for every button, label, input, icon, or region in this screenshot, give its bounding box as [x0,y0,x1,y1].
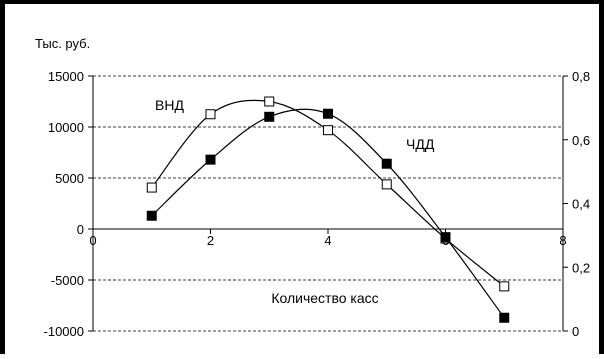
y-tick-label-left: -10000 [44,324,84,339]
chdd-point-marker [205,154,216,165]
series [146,96,510,323]
chart-svg: Тыс. руб. -10000 -5000 0 5000 10000 15000 0 0,2… [35,36,591,339]
y-tick-label-right: 0,4 [572,197,590,212]
chdd-point-marker [264,111,275,122]
y-tick-label-left: 5000 [55,171,84,186]
vnd-point-marker [323,125,333,136]
chdd-point-marker [381,158,392,169]
y-tick-label-left: 15000 [48,69,84,84]
y-tick-label-right: 0,6 [572,133,590,148]
y-tick-label-left: 0 [77,222,84,237]
y-tick-label-left: -5000 [51,273,84,288]
vnd-point-marker [499,281,510,292]
chdd-point-marker [499,312,510,323]
y-tick-label-right: 0,2 [572,260,590,275]
vnd-point-marker [146,182,157,193]
vnd-point-marker [264,96,275,107]
axes [88,75,568,332]
series-label-vnd: ВНД [155,97,184,113]
series-line-chdd [151,108,505,319]
vnd-point-marker [205,109,216,120]
y-unit-label: Тыс. руб. [35,36,90,51]
y-tick-label-left: 10000 [48,120,84,135]
chdd-point-marker [146,210,157,221]
x-tick-label: 4 [324,233,331,248]
y-tick-label-right: 0,8 [572,69,590,84]
x-tick-label: 0 [89,233,96,248]
series-label-chdd: ЧДД [406,136,435,152]
x-tick-label: 8 [559,233,566,248]
x-axis-title: Количество касс [271,290,378,306]
chdd-point-marker [323,108,333,119]
x-tick-label: 2 [207,233,214,248]
x-tick-label: 6 [442,233,449,248]
chdd-point-marker [440,232,451,243]
labels: -10000 -5000 0 5000 10000 15000 0 0,2 0,4 0,6 0,8 0… [44,69,591,339]
y-tick-label-right: 0 [572,324,579,339]
vnd-point-marker [381,179,392,190]
